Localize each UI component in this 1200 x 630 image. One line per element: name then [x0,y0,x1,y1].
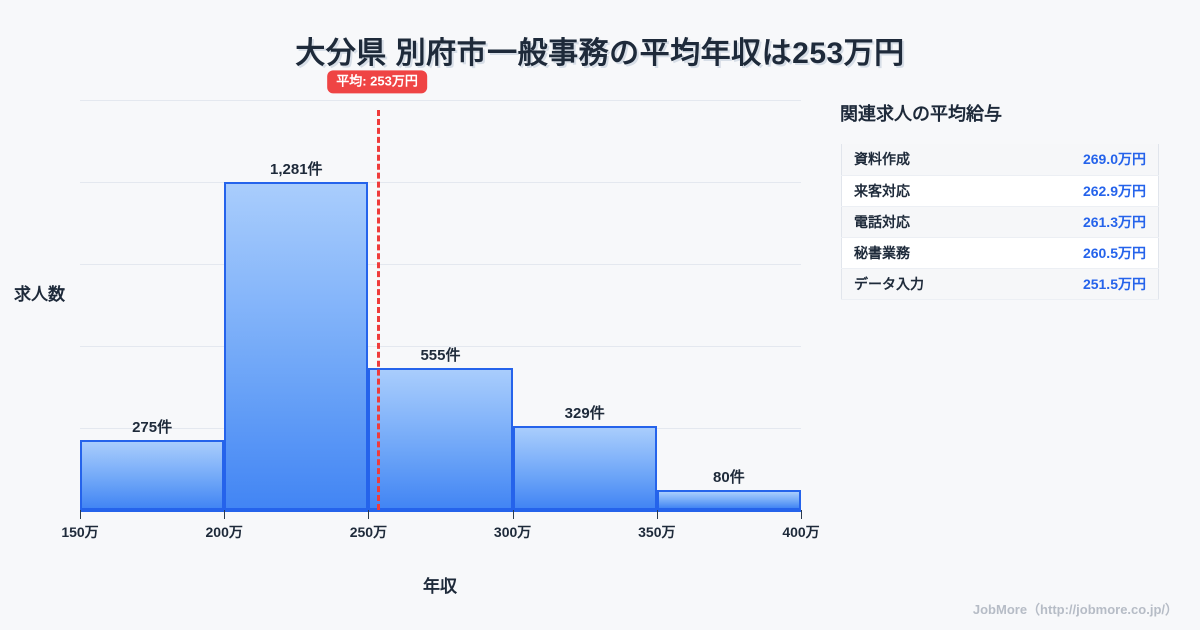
table-row: 秘書業務 260.5万円 [841,237,1159,269]
job-name-cell: 資料作成 [841,144,1007,176]
average-marker-line [377,110,381,510]
page-title: 大分県 別府市一般事務の平均年収は253万円 [295,37,905,70]
bar-value-label: 555件 [420,346,461,364]
table-row: 電話対応 261.3万円 [841,206,1159,238]
x-axis-title: 年収 [423,577,457,596]
job-salary-cell: 269.0万円 [1006,144,1159,176]
x-axis-tick-label: 350万 [638,524,676,540]
job-salary-cell: 260.5万円 [1006,237,1159,269]
table-row: データ入力 251.5万円 [841,268,1159,300]
bar-value-label: 329件 [564,404,605,422]
x-axis-tick-label: 200万 [205,524,243,540]
plot-area: 275件 1,281件 555件 329件 80件 平均: 253万円 [80,70,801,512]
gridline [80,346,801,347]
y-axis-title: 求人数 [14,285,65,304]
x-axis-tick-label: 250万 [349,524,388,540]
x-axis-tick [512,510,514,519]
x-axis-tick-label: 150万 [61,524,99,540]
table-row: 来客対応 262.9万円 [841,175,1159,207]
x-axis-tick [368,510,370,519]
related-salary-panel: 関連求人の平均給与 資料作成 269.0万円 来客対応 262.9万円 電話対応 261.… [838,100,1180,300]
x-axis-tick [80,510,81,519]
bar-value-label: 1,281件 [270,160,323,178]
job-name-cell: 電話対応 [841,206,1007,238]
job-salary-cell: 251.5万円 [1006,268,1159,300]
histogram-bar [512,425,657,510]
histogram-bar [80,439,225,510]
gridline [80,264,801,265]
x-axis-tick-label: 400万 [782,524,820,540]
gridline [80,182,801,183]
average-badge: 平均: 253万円 [327,70,427,94]
related-salary-table: 資料作成 269.0万円 来客対応 262.9万円 電話対応 261.3万円 秘書業務 260… [841,144,1159,300]
histogram-chart: 求人数 275件 1,281件 555件 329件 80件 平均: 253万円 150万 2… [14,70,820,596]
bar-value-label: 275件 [132,418,173,436]
job-salary-cell: 262.9万円 [1006,175,1159,207]
x-axis-tick [656,510,658,519]
histogram-bar [368,367,513,510]
x-axis-tick [801,510,802,519]
x-axis-tick [224,510,226,519]
job-name-cell: 秘書業務 [841,237,1007,269]
table-row: 資料作成 269.0万円 [841,144,1159,176]
axis-baseline [80,510,801,512]
histogram-bar [224,181,369,510]
job-name-cell: データ入力 [841,268,1007,300]
bar-value-label: 80件 [713,468,745,486]
x-axis-tick-label: 300万 [493,524,532,540]
related-salary-heading: 関連求人の平均給与 [840,104,1002,124]
gridline [80,100,801,101]
job-name-cell: 来客対応 [841,175,1007,207]
footer-credit: JobMore（http://jobmore.co.jp/） [972,602,1178,617]
histogram-bar [656,489,801,510]
job-salary-cell: 261.3万円 [1006,206,1159,238]
